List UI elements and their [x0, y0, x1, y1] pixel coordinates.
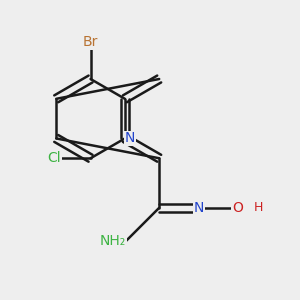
Text: Cl: Cl	[47, 151, 61, 165]
Text: N: N	[194, 201, 204, 215]
Text: NH₂: NH₂	[100, 234, 126, 248]
Text: Br: Br	[83, 35, 98, 49]
Text: O: O	[232, 201, 243, 215]
Text: H: H	[253, 201, 263, 214]
Text: N: N	[125, 131, 135, 146]
